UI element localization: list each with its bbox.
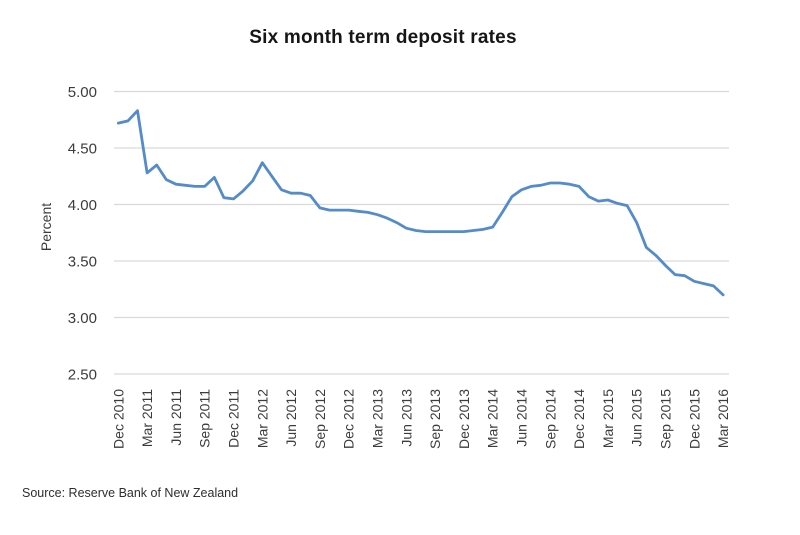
deposit-rate-line <box>116 109 725 297</box>
x-axis-tick-label: Dec 2011 <box>226 389 242 448</box>
y-axis-tick-label: 3.00 <box>68 310 97 327</box>
x-axis-tick-label: Mar 2015 <box>600 389 616 448</box>
x-axis-tick-label: Jun 2013 <box>398 389 414 447</box>
x-axis-tick-label: Dec 2012 <box>341 389 357 449</box>
x-axis-tick-label: Jun 2015 <box>629 389 645 447</box>
x-axis-tick-label: Mar 2011 <box>139 389 155 447</box>
x-axis-tick-label: Mar 2016 <box>715 389 731 448</box>
x-axis-tick-label: Dec 2014 <box>571 389 587 449</box>
x-axis-tick-label: Sep 2013 <box>427 389 443 449</box>
x-axis-tick-label: Sep 2012 <box>312 389 328 449</box>
y-axis-tick-label: 4.50 <box>68 141 97 158</box>
y-axis-tick-label: 2.50 <box>68 367 97 384</box>
x-axis-tick-label: Sep 2011 <box>197 389 213 448</box>
y-axis-tick-label: 5.00 <box>68 84 97 101</box>
x-axis-tick-label: Jun 2014 <box>514 389 530 447</box>
x-axis-tick-label: Mar 2012 <box>254 389 270 448</box>
x-axis-tick-label: Dec 2015 <box>686 389 702 449</box>
x-axis-tick-label: Sep 2015 <box>658 389 674 449</box>
x-axis-tick-label: Sep 2014 <box>542 389 558 449</box>
y-axis-tick-label: 4.00 <box>68 197 97 214</box>
source-note: Source: Reserve Bank of New Zealand <box>22 486 239 500</box>
x-axis-tick-label: Mar 2014 <box>485 389 501 448</box>
x-axis-tick-label: Dec 2013 <box>456 389 472 449</box>
x-axis-tick-label: Jun 2011 <box>168 389 184 446</box>
y-axis-title: Percent <box>38 203 54 251</box>
x-axis-tick-label: Jun 2012 <box>283 389 299 447</box>
x-axis-tick-label: Mar 2013 <box>370 389 386 448</box>
x-axis-tick-label: Dec 2010 <box>110 389 126 449</box>
y-axis-tick-label: 3.50 <box>68 254 97 271</box>
chart-title: Six month term deposit rates <box>249 27 517 48</box>
